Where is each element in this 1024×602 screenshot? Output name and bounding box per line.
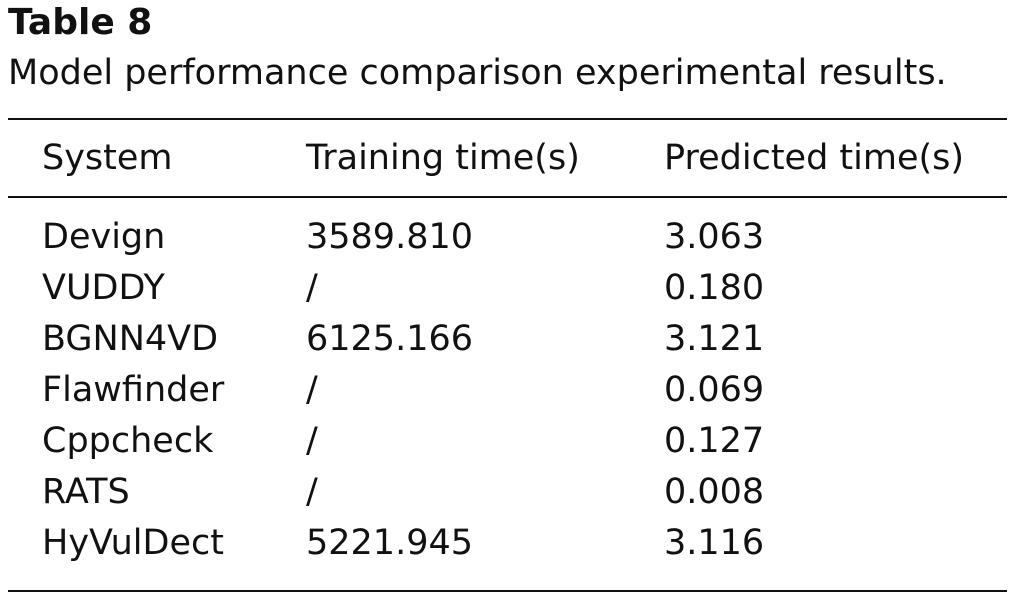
predicted-time-cell: 0.127 (664, 421, 765, 461)
column-header-training-time: Training time(s) (306, 138, 580, 178)
header-row: System Training time(s) Predicted time(s… (0, 137, 1024, 179)
training-time-cell: 3589.810 (306, 217, 474, 257)
column-header-system: System (42, 138, 173, 178)
table-row: VUDDY / 0.180 (0, 267, 1024, 318)
column-header-predicted-time: Predicted time(s) (664, 138, 965, 178)
table-row: Devign 3589.810 3.063 (0, 216, 1024, 267)
training-time-cell: / (306, 421, 318, 461)
training-time-cell: 6125.166 (306, 319, 474, 359)
system-cell: Flawfinder (42, 370, 225, 410)
table-body: Devign 3589.810 3.063 VUDDY / 0.180 BGNN… (0, 216, 1024, 573)
predicted-time-cell: 0.069 (664, 370, 765, 410)
system-cell: HyVulDect (42, 523, 224, 563)
table-label: Table 8 (8, 2, 153, 43)
top-rule (8, 118, 1007, 120)
system-cell: VUDDY (42, 268, 165, 308)
predicted-time-cell: 3.121 (664, 319, 765, 359)
table-row: HyVulDect 5221.945 3.116 (0, 522, 1024, 573)
predicted-time-cell: 0.008 (664, 472, 765, 512)
predicted-time-cell: 3.116 (664, 523, 765, 563)
system-cell: Devign (42, 217, 166, 257)
training-time-cell: / (306, 370, 318, 410)
table-row: RATS / 0.008 (0, 471, 1024, 522)
table-row: Cppcheck / 0.127 (0, 420, 1024, 471)
table-row: Flawfinder / 0.069 (0, 369, 1024, 420)
header-rule (8, 196, 1007, 198)
system-cell: BGNN4VD (42, 319, 219, 359)
table-caption: Model performance comparison experimenta… (8, 53, 947, 93)
system-cell: RATS (42, 472, 130, 512)
training-time-cell: / (306, 472, 318, 512)
predicted-time-cell: 3.063 (664, 217, 765, 257)
training-time-cell: 5221.945 (306, 523, 474, 563)
predicted-time-cell: 0.180 (664, 268, 765, 308)
bottom-rule (8, 590, 1007, 592)
system-cell: Cppcheck (42, 421, 214, 461)
table-row: BGNN4VD 6125.166 3.121 (0, 318, 1024, 369)
training-time-cell: / (306, 268, 318, 308)
